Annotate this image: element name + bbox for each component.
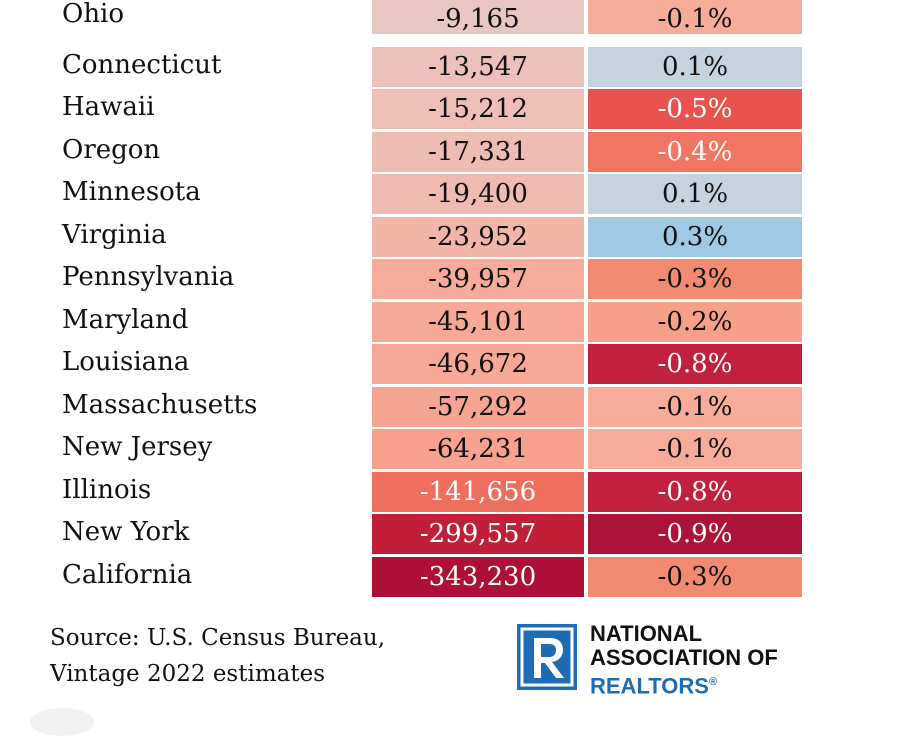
state-name: New Jersey [62,432,213,462]
population-change-cell: -9,165 [372,0,584,34]
state-name: Hawaii [62,92,155,122]
state-name: California [62,559,193,590]
percent-change-cell: -0.3% [588,259,802,299]
state-name: Ohio [62,0,125,29]
percent-change-cell: 0.1% [588,46,802,87]
percent-change-cell: -0.9% [588,514,802,554]
percent-change-cell: -0.8% [588,471,802,512]
percent-change-cell: 0.1% [588,174,802,214]
percent-change-cell: -0.3% [588,556,802,597]
table-row: Virginia -23,952 0.3% [0,216,902,257]
population-change-cell: -343,230 [372,556,584,597]
table-row: Pennsylvania -39,957 -0.3% [0,259,902,299]
population-change-cell: -19,400 [372,174,584,214]
state-name: Massachusetts [62,389,258,420]
table-row: Massachusetts -57,292 -0.1% [0,386,902,427]
state-name: Minnesota [62,177,201,207]
state-name: Louisiana [62,347,190,377]
table-row: Maryland -45,101 -0.2% [0,301,902,342]
table-row: New York -299,557 -0.9% [0,514,902,554]
percent-change-cell: -0.1% [588,386,802,427]
percent-change-cell: -0.4% [588,131,802,172]
percent-change-cell: 0.3% [588,216,802,257]
table-row: Illinois -141,656 -0.8% [0,471,902,512]
table-row: Connecticut -13,547 0.1% [0,46,902,87]
table-row: California -343,230 -0.3% [0,556,902,597]
state-name: New York [62,517,190,547]
table-row: Oregon -17,331 -0.4% [0,131,902,172]
population-change-cell: -46,672 [372,344,584,384]
percent-change-cell: -0.1% [588,0,802,34]
table-row: New Jersey -64,231 -0.1% [0,429,902,469]
population-change-cell: -23,952 [372,216,584,257]
nar-logo: NATIONAL ASSOCIATION OF REALTORS® [517,622,778,698]
percent-change-cell: -0.5% [588,89,802,129]
state-name: Connecticut [62,49,222,80]
logo-line-national: NATIONAL [590,621,703,646]
decorative-shape [30,708,94,736]
table-row: Louisiana -46,672 -0.8% [0,344,902,384]
table-row: Ohio -9,165 -0.1% [0,0,902,34]
population-change-cell: -45,101 [372,301,584,342]
realtor-r-icon [517,624,577,690]
percent-change-cell: -0.2% [588,301,802,342]
registered-mark: ® [708,676,718,688]
state-name: Illinois [62,474,152,505]
logo-line-realtors: REALTORS® [590,670,778,698]
logo-wordmark: NATIONAL ASSOCIATION OF REALTORS® [590,622,778,698]
state-name: Maryland [62,304,189,335]
population-change-cell: -15,212 [372,89,584,129]
logo-realtors-text: REALTORS [590,673,709,699]
table-row: Minnesota -19,400 0.1% [0,174,902,214]
data-table: Ohio -9,165 -0.1% Connecticut -13,547 0.1% Haw… [0,0,902,597]
percent-change-cell: -0.8% [588,344,802,384]
population-change-cell: -64,231 [372,429,584,469]
population-change-cell: -57,292 [372,386,584,427]
source-note: Source: U.S. Census Bureau, Vintage 2022… [50,625,386,687]
population-change-cell: -13,547 [372,46,584,87]
table-row: Hawaii -15,212 -0.5% [0,89,902,129]
state-name: Oregon [62,134,161,165]
state-name: Pennsylvania [62,262,235,292]
percent-change-cell: -0.1% [588,429,802,469]
state-name: Virginia [62,219,167,250]
population-change-cell: -17,331 [372,131,584,172]
population-change-cell: -141,656 [372,471,584,512]
logo-line-association: ASSOCIATION OF [590,645,778,670]
population-change-cell: -39,957 [372,259,584,299]
population-change-cell: -299,557 [372,514,584,554]
